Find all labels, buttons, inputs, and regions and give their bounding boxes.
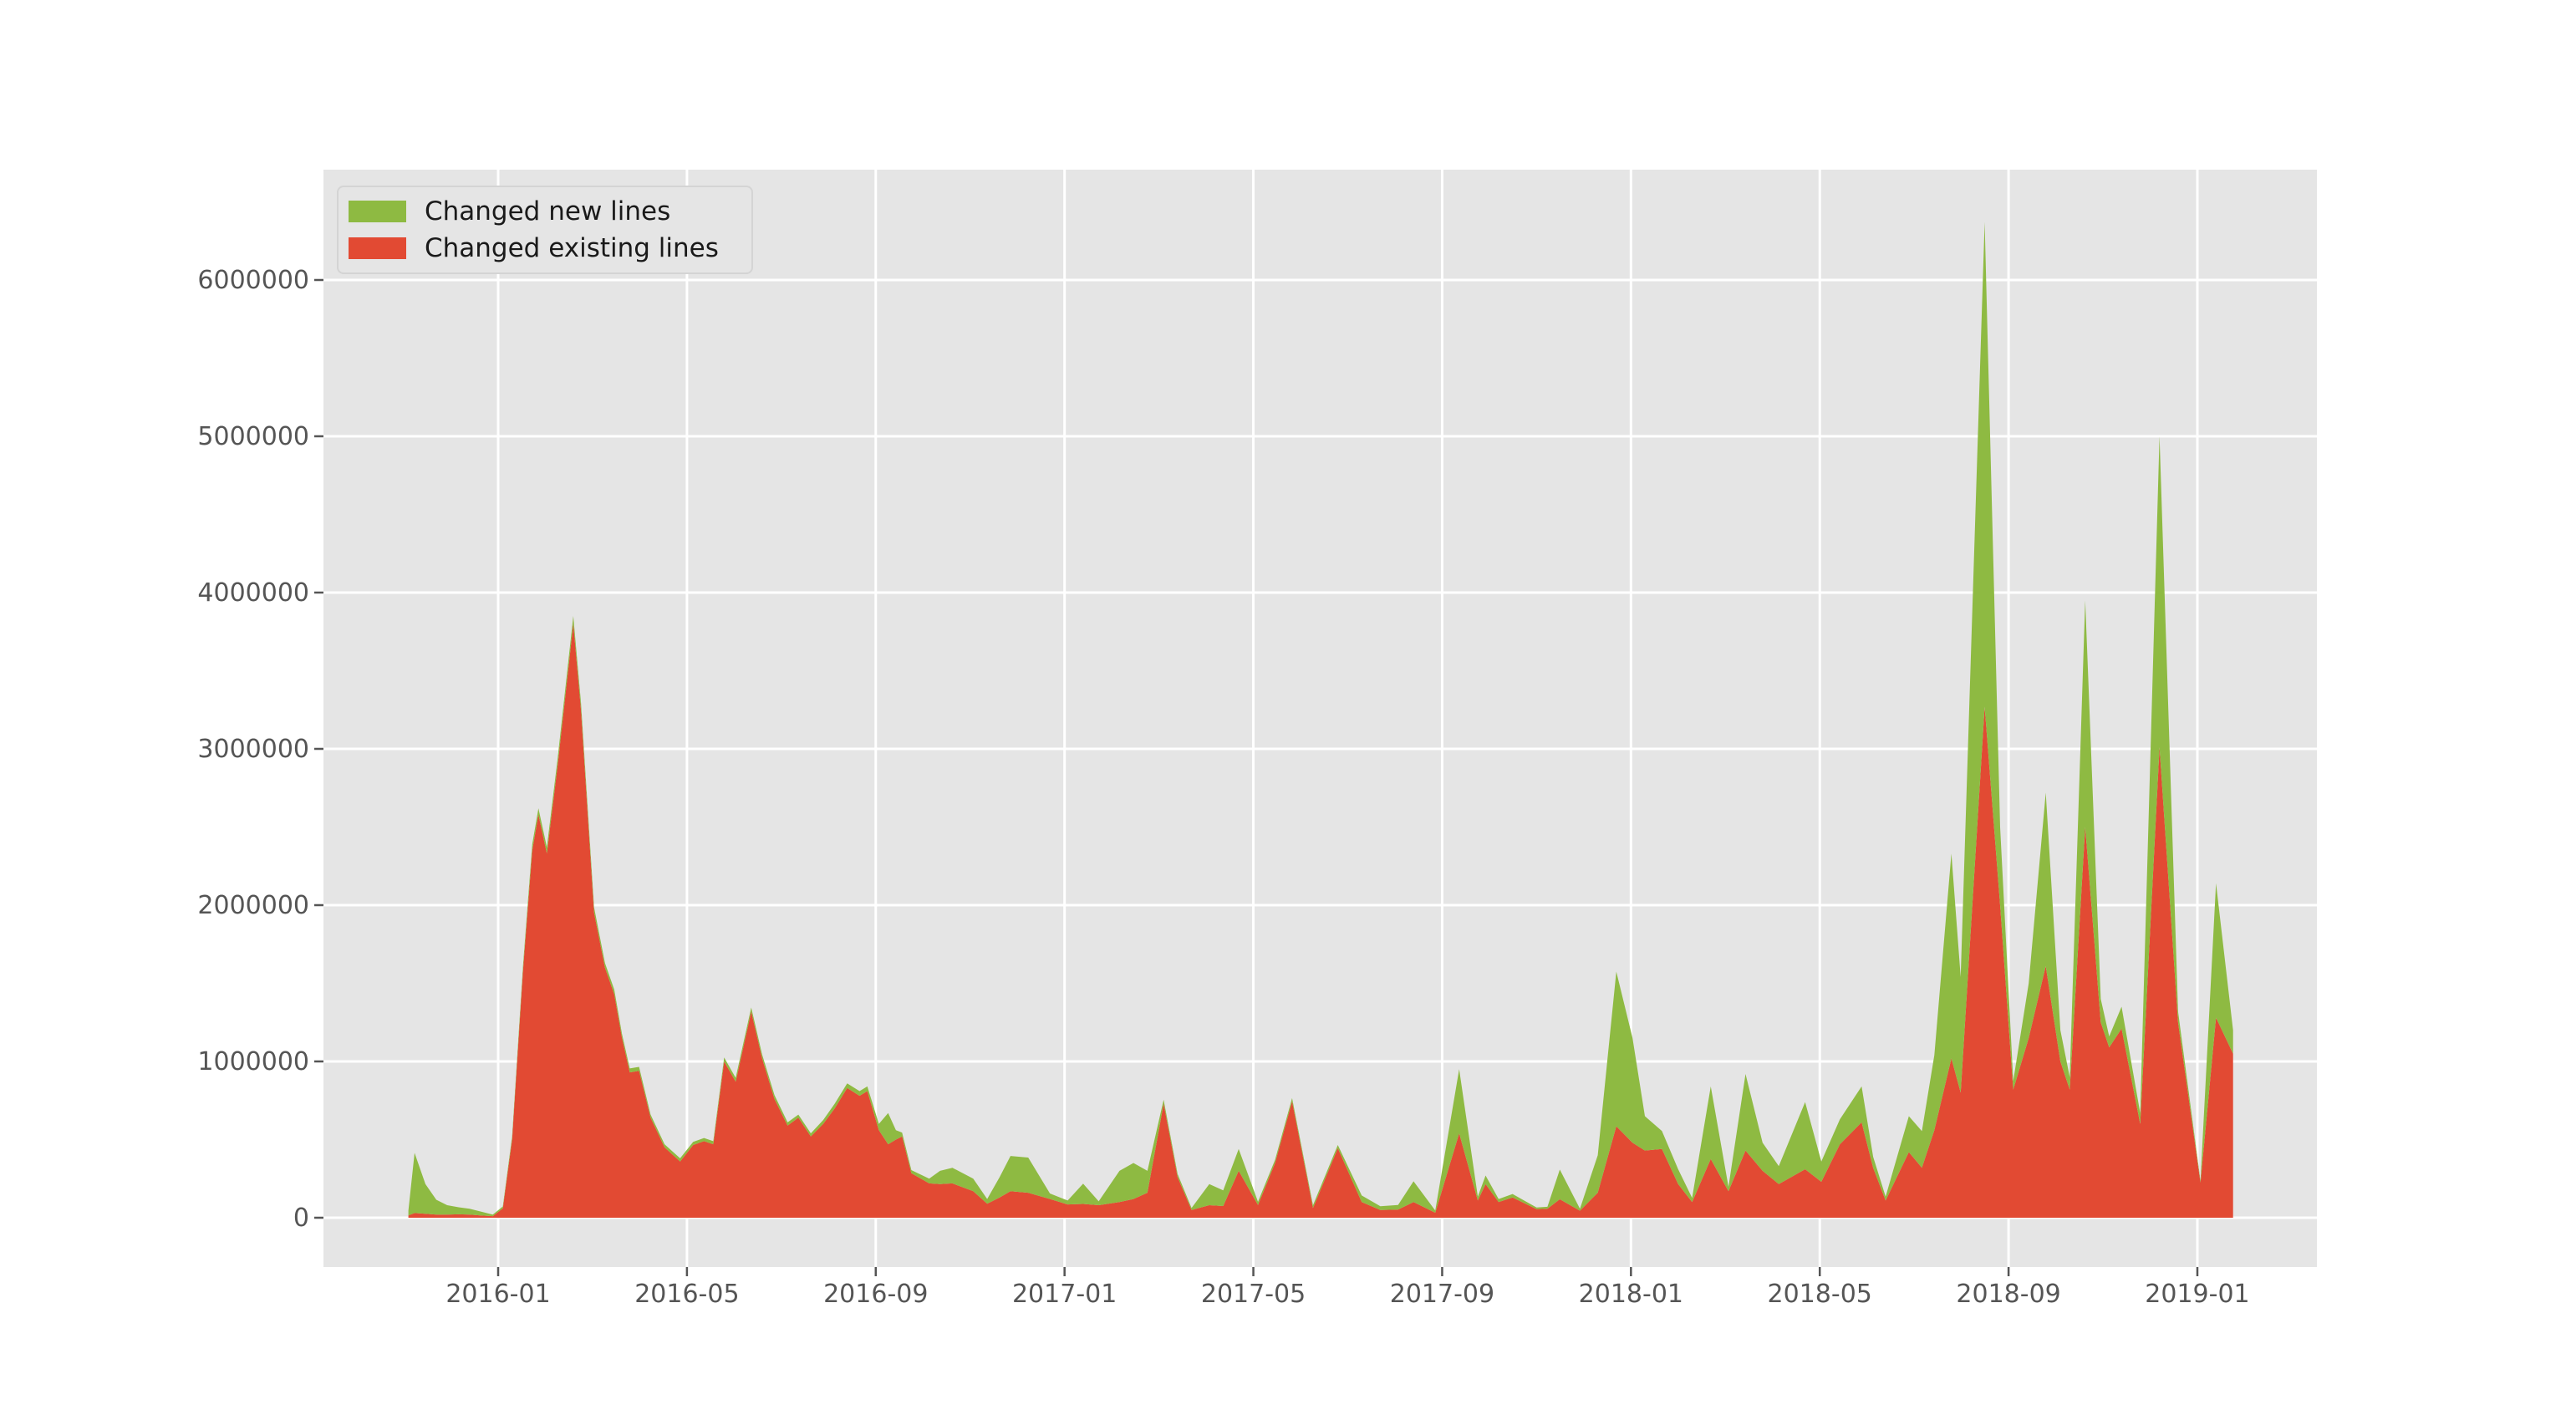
y-tick-label: 0 (293, 1204, 309, 1233)
y-tick-label: 3000000 (197, 735, 309, 764)
y-tick-label: 4000000 (197, 578, 309, 608)
legend-item-existing-lines: Changed existing lines (349, 234, 751, 262)
x-tick-label: 2018-05 (1768, 1280, 1872, 1309)
x-tick-label: 2017-01 (1012, 1280, 1117, 1309)
existing-lines-swatch (349, 237, 406, 259)
x-tick-label: 2016-01 (445, 1280, 550, 1309)
area-changed-existing-lines (408, 623, 2233, 1218)
y-tick-label: 5000000 (197, 422, 309, 451)
legend-item-new-lines: Changed new lines (349, 197, 751, 226)
y-tick-label: 6000000 (197, 266, 309, 295)
legend-label-new-lines: Changed new lines (425, 196, 671, 226)
y-tick-label: 2000000 (197, 891, 309, 920)
x-tick-label: 2016-09 (823, 1280, 928, 1309)
tick-marks (314, 278, 2199, 1276)
x-tick-label: 2016-05 (634, 1280, 739, 1309)
x-tick-label: 2017-09 (1390, 1280, 1494, 1309)
x-tick-label: 2018-09 (1956, 1280, 2060, 1309)
x-tick-label: 2018-01 (1579, 1280, 1683, 1309)
y-axis-labels: 0 1000000 2000000 3000000 4000000 5000000 6000… (197, 266, 309, 1233)
x-tick-label: 2019-01 (2145, 1280, 2249, 1309)
x-axis-labels: 2016-01 2016-05 2016-09 2017-01 2017-05 2017-… (445, 1280, 2249, 1309)
y-tick-label: 1000000 (197, 1047, 309, 1076)
legend: Changed new lines Changed existing lines (337, 186, 753, 274)
new-lines-swatch (349, 201, 406, 222)
x-tick-label: 2017-05 (1201, 1280, 1306, 1309)
legend-label-existing-lines: Changed existing lines (425, 233, 719, 263)
area-series (408, 221, 2233, 1218)
gridlines (323, 170, 2317, 1267)
